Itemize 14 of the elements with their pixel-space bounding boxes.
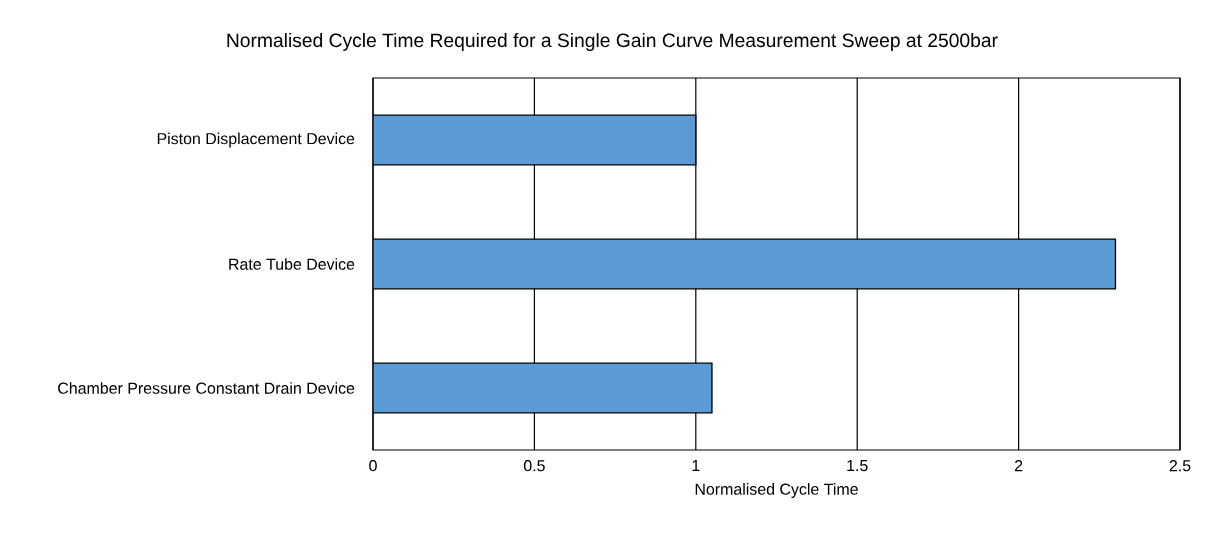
x-tick-label: 0.5	[523, 460, 545, 472]
x-tick-label: 2.5	[1169, 460, 1191, 472]
y-tick-label: Piston Displacement Device	[157, 132, 355, 148]
bar	[373, 114, 697, 166]
x-tick-label: 1.5	[847, 460, 868, 472]
x-tick-label: 2	[1014, 460, 1023, 472]
x-tick-label: 1	[692, 460, 700, 471]
x-axis-title: Normalised Cycle Time	[695, 483, 858, 498]
bar	[373, 362, 713, 414]
y-tick-label: Rate Tube Device	[229, 258, 355, 270]
chart-title: Normalised Cycle Time Required for a Single Gain Curve Measurement Sweep at 2500bar	[227, 33, 998, 51]
y-tick-label: Chamber Pressure Constant Drain Device	[58, 382, 355, 394]
bar	[373, 238, 1117, 290]
x-tick-label: 0	[369, 460, 377, 472]
